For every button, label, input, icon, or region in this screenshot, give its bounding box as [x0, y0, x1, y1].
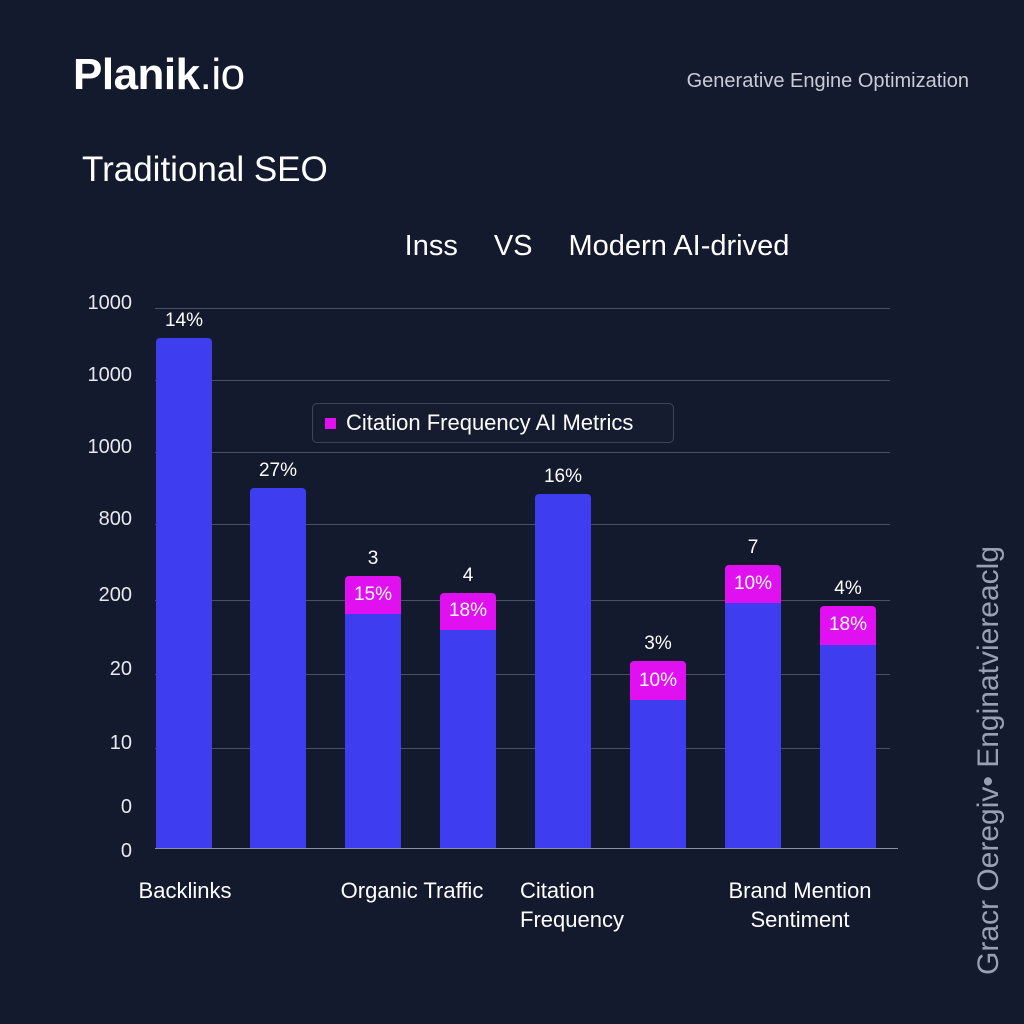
bar-data-label: 3% [644, 633, 672, 655]
gridline [155, 524, 890, 525]
bar-traditional-segment [250, 488, 306, 848]
bar-ai-segment: 10% [725, 565, 781, 603]
side-watermark-text: Gracr Oeregiv• Enginatvіereaclg [972, 545, 1005, 975]
logo: Planik.io [73, 50, 245, 99]
y-tick-label: 1000 [87, 292, 133, 314]
category-label: Brand Mention Sentiment [728, 878, 872, 932]
legend-swatch [325, 417, 336, 429]
bar-ai-segment: 15% [345, 576, 401, 614]
gridline [155, 308, 890, 309]
bar-data-label: 3 [367, 548, 379, 569]
bar: 18% [440, 592, 496, 848]
bar-ai-segment: 18% [440, 592, 496, 630]
y-tick-label: 20 [109, 658, 132, 680]
bar-traditional-segment [535, 494, 591, 848]
gridline [155, 380, 890, 381]
bar [250, 488, 306, 848]
y-tick-label: 800 [98, 508, 132, 530]
subtitle-left: Inss [404, 230, 458, 262]
bar-traditional-segment [345, 613, 401, 848]
tagline: Generative Engine Optimization [686, 70, 969, 92]
gridline [155, 748, 890, 749]
bar: 10% [630, 661, 686, 848]
bar-data-label: 7 [747, 537, 759, 559]
bar: 15% [345, 576, 401, 848]
bar-data-label: 4% [834, 577, 862, 599]
bar-traditional-segment [156, 337, 212, 848]
bar-data-label: 16% [543, 466, 583, 488]
bar-traditional-segment [630, 700, 686, 848]
bar-ai-segment: 10% [630, 661, 686, 701]
legend: Citation Frequency AI Metrics [312, 403, 674, 443]
y-tick-label: 10 [109, 732, 132, 754]
bar-traditional-segment [820, 644, 876, 848]
chart-title: Traditional SEO [82, 150, 328, 189]
gridline [155, 674, 890, 675]
bar-traditional-segment [440, 629, 496, 848]
y-tick-label: 1000 [87, 364, 133, 386]
y-tick-label: 0 [120, 796, 132, 818]
bar-data-label: 27% [258, 460, 298, 482]
bar-data-label: 14% [164, 309, 204, 331]
subtitle-right: Modern AI-drived [568, 230, 790, 262]
bar: 18% [820, 605, 876, 848]
gridline [155, 600, 890, 601]
y-tick-label: 1000 [87, 436, 133, 458]
category-label: Citation Frequency [520, 878, 624, 932]
category-label: Backlinks [138, 878, 232, 903]
x-axis-baseline [155, 848, 898, 849]
category-label: Organic Traffic [340, 878, 484, 903]
bar-traditional-segment [725, 602, 781, 848]
chart-subtitle: Inss VS Modern AI-drived [0, 230, 1024, 263]
bar [156, 337, 212, 848]
gridline [155, 452, 890, 453]
bar [535, 494, 591, 848]
subtitle-vs: VS [493, 230, 533, 262]
bar-data-label: 4 [462, 564, 474, 586]
y-tick-label: 200 [98, 584, 132, 606]
bar-ai-segment: 18% [820, 605, 876, 645]
legend-label: Citation Frequency AI Metrics [346, 410, 634, 435]
bar: 10% [725, 565, 781, 848]
y-tick-label: 0 [120, 840, 132, 862]
